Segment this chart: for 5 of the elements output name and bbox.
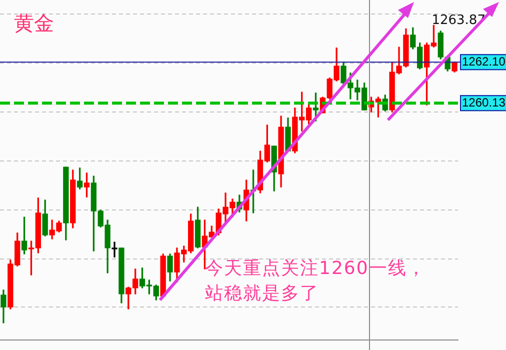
- annotation: 站稳就是多了: [205, 282, 319, 305]
- ref-line-label: 1262.10: [462, 54, 506, 68]
- candlestick: [112, 242, 118, 258]
- text: 黄金: [14, 10, 54, 37]
- ref-line-label: 1260.13: [462, 95, 506, 110]
